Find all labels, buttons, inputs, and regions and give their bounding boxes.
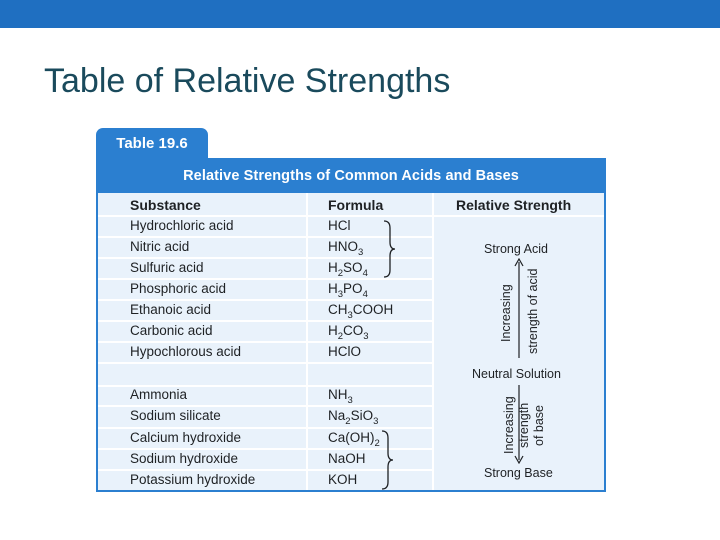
substance-cell: Hydrochloric acid bbox=[130, 218, 234, 233]
base-arrow-label: strength bbox=[517, 402, 531, 448]
table-figure: Table 19.6 Relative Strengths of Common … bbox=[96, 128, 610, 494]
base-arrow-label: Increasing bbox=[502, 396, 516, 454]
base-strength-arrow-icon bbox=[514, 385, 524, 464]
acid-strength-arrow-icon bbox=[514, 258, 524, 358]
formula-cell: KOH bbox=[328, 472, 358, 487]
formula-cell: H2CO3 bbox=[328, 323, 369, 342]
formula-cell: HNO3 bbox=[328, 239, 364, 258]
strong-acid-label: Strong Acid bbox=[484, 242, 548, 256]
formula-cell: Na2SiO3 bbox=[328, 408, 379, 427]
row-divider bbox=[98, 299, 434, 301]
row-divider bbox=[98, 469, 434, 471]
neutral-solution-label: Neutral Solution bbox=[472, 367, 561, 381]
substance-cell: Ammonia bbox=[130, 387, 188, 402]
row-divider bbox=[98, 278, 434, 280]
row-divider bbox=[98, 385, 434, 387]
row-divider bbox=[98, 215, 604, 217]
formula-cell: Ca(OH)2 bbox=[328, 430, 380, 449]
formula-cell: HClO bbox=[328, 344, 361, 359]
strong-acid-brace bbox=[383, 220, 396, 278]
column-header-relative-strength: Relative Strength bbox=[456, 197, 572, 213]
formula-cell: H3PO4 bbox=[328, 281, 368, 300]
substance-cell: Calcium hydroxide bbox=[130, 430, 242, 445]
substance-cell: Sodium silicate bbox=[130, 408, 221, 423]
strong-base-label: Strong Base bbox=[484, 466, 553, 480]
substance-cell: Ethanoic acid bbox=[130, 302, 212, 317]
base-arrow-label: of base bbox=[532, 404, 546, 446]
substance-cell: Phosphoric acid bbox=[130, 281, 227, 296]
acid-arrow-label: Increasing bbox=[499, 284, 513, 342]
substance-cell: Sulfuric acid bbox=[130, 260, 204, 275]
strong-base-brace bbox=[381, 430, 394, 490]
acid-arrow-label: strength of acid bbox=[526, 268, 540, 354]
acid-base-table: Relative Strengths of Common Acids and B… bbox=[96, 158, 606, 492]
formula-cell: CH3COOH bbox=[328, 302, 394, 321]
row-divider bbox=[98, 320, 434, 322]
row-divider bbox=[98, 341, 434, 343]
formula-cell: NaOH bbox=[328, 451, 366, 466]
row-divider bbox=[98, 405, 434, 407]
table-number-tab: Table 19.6 bbox=[96, 128, 208, 158]
table-caption: Relative Strengths of Common Acids and B… bbox=[98, 158, 604, 193]
row-divider bbox=[98, 427, 434, 429]
formula-cell: HCl bbox=[328, 218, 351, 233]
top-accent-bar bbox=[0, 0, 720, 28]
substance-cell: Hypochlorous acid bbox=[130, 344, 242, 359]
substance-cell: Sodium hydroxide bbox=[130, 451, 239, 466]
column-header-formula: Formula bbox=[328, 197, 384, 213]
column-header-substance: Substance bbox=[130, 197, 201, 213]
row-divider bbox=[98, 236, 434, 238]
row-divider bbox=[98, 257, 434, 259]
row-divider bbox=[98, 448, 434, 450]
substance-cell: Carbonic acid bbox=[130, 323, 213, 338]
substance-cell: Nitric acid bbox=[130, 239, 190, 254]
row-divider bbox=[98, 362, 434, 364]
formula-cell: NH3 bbox=[328, 387, 353, 406]
formula-cell: H2SO4 bbox=[328, 260, 368, 279]
substance-cell: Potassium hydroxide bbox=[130, 472, 256, 487]
slide-title: Table of Relative Strengths bbox=[44, 62, 451, 100]
